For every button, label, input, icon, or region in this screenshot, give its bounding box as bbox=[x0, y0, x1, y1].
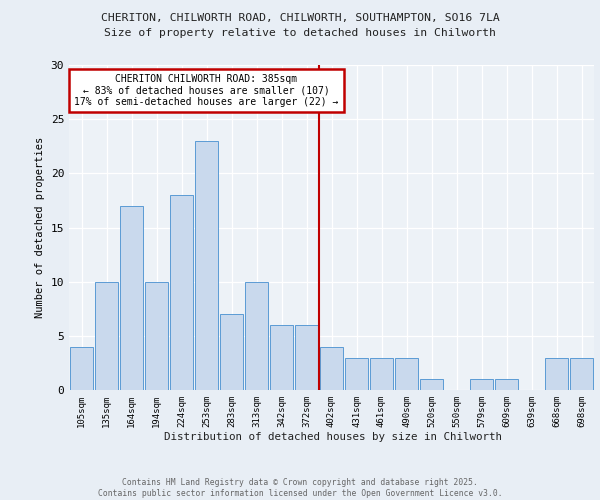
Bar bbox=[569, 358, 593, 390]
Bar bbox=[194, 141, 218, 390]
Text: CHERITON CHILWORTH ROAD: 385sqm
← 83% of detached houses are smaller (107)
17% o: CHERITON CHILWORTH ROAD: 385sqm ← 83% of… bbox=[74, 74, 338, 107]
Bar bbox=[145, 282, 169, 390]
Bar bbox=[269, 325, 293, 390]
Bar bbox=[320, 346, 343, 390]
Text: Size of property relative to detached houses in Chilworth: Size of property relative to detached ho… bbox=[104, 28, 496, 38]
Bar bbox=[344, 358, 368, 390]
Text: Distribution of detached houses by size in Chilworth: Distribution of detached houses by size … bbox=[164, 432, 502, 442]
Bar bbox=[119, 206, 143, 390]
Bar bbox=[470, 379, 493, 390]
Bar bbox=[220, 314, 244, 390]
Bar bbox=[70, 346, 94, 390]
Bar bbox=[494, 379, 518, 390]
Bar bbox=[295, 325, 319, 390]
Bar bbox=[95, 282, 118, 390]
Bar bbox=[370, 358, 394, 390]
Bar bbox=[545, 358, 568, 390]
Bar bbox=[395, 358, 418, 390]
Bar bbox=[245, 282, 268, 390]
Bar bbox=[170, 195, 193, 390]
Y-axis label: Number of detached properties: Number of detached properties bbox=[35, 137, 45, 318]
Text: CHERITON, CHILWORTH ROAD, CHILWORTH, SOUTHAMPTON, SO16 7LA: CHERITON, CHILWORTH ROAD, CHILWORTH, SOU… bbox=[101, 12, 499, 22]
Bar bbox=[419, 379, 443, 390]
Text: Contains HM Land Registry data © Crown copyright and database right 2025.
Contai: Contains HM Land Registry data © Crown c… bbox=[98, 478, 502, 498]
